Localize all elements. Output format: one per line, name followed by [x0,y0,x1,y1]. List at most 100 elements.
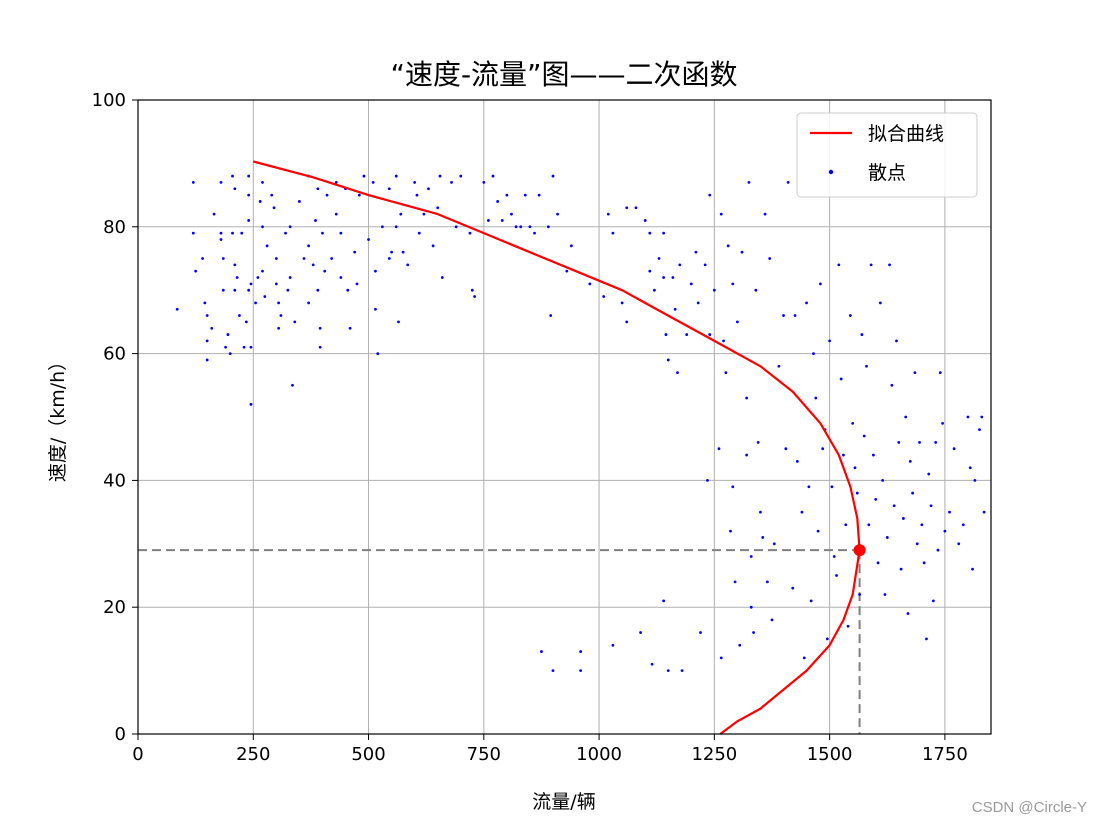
scatter-point [648,231,652,235]
scatter-point [355,282,359,286]
scatter-point [399,212,403,216]
scatter-point [537,193,541,197]
scatter-point [473,295,476,298]
scatter-point [194,269,198,273]
scatter-point [427,187,430,191]
scatter-point [334,181,338,184]
scatter-point [800,510,804,514]
scatter-point [726,244,730,248]
scatter-point [925,637,928,641]
scatter-point [565,269,569,273]
scatter-point [191,181,195,184]
scatter-point [685,333,689,336]
scatter-point [650,662,654,666]
scatter-point [291,383,294,387]
scatter-point [895,339,898,343]
scatter-point [908,459,912,463]
scatter-point [929,504,933,508]
scatter-point [242,345,246,349]
scatter-point [724,371,728,375]
scatter-point [254,301,257,305]
scatter-point [496,200,500,203]
scatter-point [279,314,283,317]
scatter-point [175,307,179,311]
scatter-point [943,529,947,533]
scatter-point [247,174,251,178]
scatter-point [261,269,264,273]
scatter-point [357,193,361,197]
scatter-point [233,187,237,191]
scatter-point [708,333,712,336]
scatter-point [689,282,693,286]
scatter-point [219,231,223,235]
scatter-point [920,523,924,527]
scatter-point [717,447,721,451]
scatter-point [390,250,393,254]
scatter-point [867,523,871,527]
scatter-point [855,491,859,495]
scatter-point [321,231,324,235]
reference-lines [138,549,861,734]
scatter-point [846,624,850,628]
scatter-point [830,485,834,489]
scatter-point [915,542,919,546]
scatter-point [231,174,234,178]
scatter-point [297,200,301,203]
scatter-point [982,510,986,514]
x-tick-label: 1000 [576,744,622,765]
scatter-point [519,225,523,229]
scatter-point [765,580,769,584]
scatter-point [302,257,306,260]
scatter-point [807,485,811,489]
chart-title: “速度-流量”图——二次函数 [390,58,737,91]
scatter-point [666,669,670,672]
scatter-point [307,244,310,248]
scatter-point [247,219,251,222]
scatter-point [911,491,915,495]
scatter-point [696,301,700,305]
scatter-point [293,320,297,324]
scatter-point [505,193,509,197]
scatter-point [238,314,241,317]
scatter-point [203,301,207,305]
scatter-point [885,536,889,539]
scatter-point [736,320,739,324]
fit-curve-layer [253,160,866,735]
scatter-point [922,561,926,565]
scatter-point [805,301,808,305]
scatter-point [422,212,426,216]
scatter-point [205,339,209,343]
scatter-point [588,282,592,286]
scatter-point [482,181,486,184]
scatter-point [745,396,749,400]
x-tick-label: 750 [467,744,501,765]
watermark: CSDN @Circle-Y [971,799,1087,816]
scatter-point [323,269,327,273]
optimum-point [853,544,866,557]
scatter-point [733,580,737,584]
scatter-point [812,352,815,355]
scatter-point [872,453,875,457]
scatter-point [470,288,474,292]
scatter-point [514,225,518,229]
scatter-point [353,250,357,254]
scatter-point [664,333,668,336]
scatter-point [201,257,204,260]
scatter-point [853,466,857,470]
scatter-point [772,542,776,546]
scatter-point [249,282,253,286]
scatter-point [719,656,723,660]
scatter-point [814,396,818,400]
scatter-point [277,301,281,305]
scatter-point [795,459,799,463]
scatter-point [809,599,813,603]
scatter-point [362,174,366,178]
scatter-point [752,631,755,634]
scatter-point [258,200,262,203]
scatter-point [431,244,435,248]
scatter-point [828,339,832,343]
scatter-point [625,320,629,324]
scatter-point [851,421,855,425]
scatter-point [339,231,343,235]
scatter-point [606,212,610,216]
